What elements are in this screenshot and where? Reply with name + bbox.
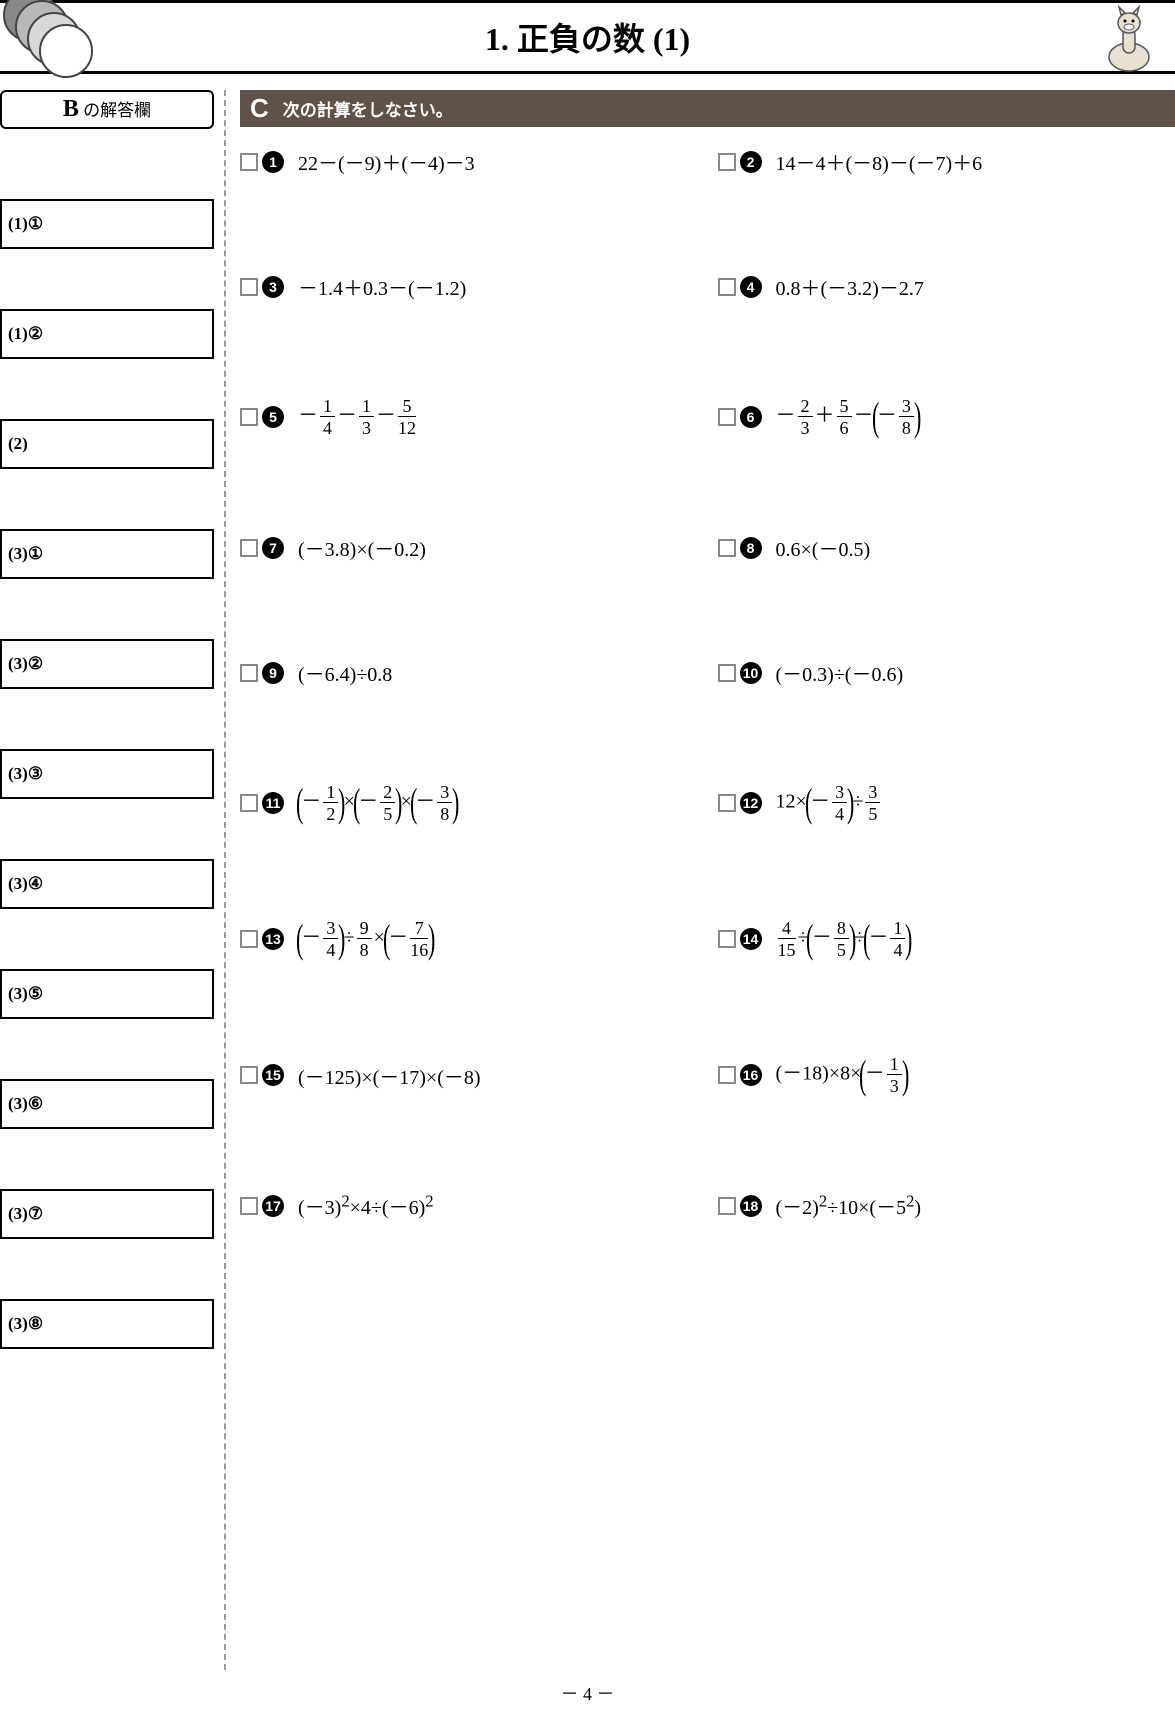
problem-checkbox[interactable] [240, 664, 258, 682]
problem-checkbox[interactable] [240, 539, 258, 557]
problem-number-badge: 13 [262, 928, 284, 950]
problem-checkbox[interactable] [240, 153, 258, 171]
problem-expression: (－6.4)÷0.8 [298, 658, 392, 687]
problem-number-badge: 15 [262, 1064, 284, 1086]
answer-box[interactable]: (3)④ [0, 859, 214, 909]
problem-checkbox[interactable] [240, 930, 258, 948]
problems-grid: 1 22－(－9)＋(－4)－3 2 14－4＋(－8)－(－7)＋6 3 －1.4＋0.… [240, 147, 1175, 1260]
problem-item: 11 (－12)×(－25)×(－38) [240, 783, 698, 823]
problem-checkbox[interactable] [240, 408, 258, 426]
problem-item: 17 (－3)2×4÷(－6)2 [240, 1191, 698, 1220]
problem-expression: 0.6×(－0.5) [776, 533, 871, 562]
page-title: 1. 正負の数 (1) [485, 14, 690, 60]
page-header: 1. 正負の数 (1) [0, 0, 1175, 74]
problem-number-badge: 7 [262, 537, 284, 559]
problem-checkbox[interactable] [240, 1197, 258, 1215]
problem-item: 2 14－4＋(－8)－(－7)＋6 [718, 147, 1175, 176]
problem-checkbox[interactable] [718, 153, 736, 171]
problem-item: 12 12×(－34)÷35 [718, 783, 1175, 823]
problem-item: 9 (－6.4)÷0.8 [240, 658, 698, 687]
problem-item: 10 (－0.3)÷(－0.6) [718, 658, 1175, 687]
answer-box[interactable]: (1)① [0, 199, 214, 249]
problem-checkbox[interactable] [240, 1066, 258, 1084]
content: B の解答欄 (1)① (1)② (2) (3)① (3)② (3)③ (3)④ (3)⑤ (3… [0, 74, 1175, 1670]
problem-number-badge: 5 [262, 406, 284, 428]
problem-checkbox[interactable] [240, 278, 258, 296]
problem-item: 1 22－(－9)＋(－4)－3 [240, 147, 698, 176]
alpaca-icon [1095, 5, 1163, 78]
problem-expression: 12×(－34)÷35 [776, 783, 883, 823]
problem-expression: (－125)×(－17)×(－8) [298, 1061, 481, 1090]
answer-box[interactable]: (3)⑦ [0, 1189, 214, 1239]
problem-number-badge: 16 [740, 1064, 762, 1086]
problem-item: 18 (－2)2÷10×(－52) [718, 1191, 1175, 1220]
problem-checkbox[interactable] [718, 539, 736, 557]
problem-item: 6 －23＋56－(－38) [718, 397, 1175, 437]
problem-checkbox[interactable] [240, 794, 258, 812]
problem-number-badge: 8 [740, 537, 762, 559]
problem-expression: 14－4＋(－8)－(－7)＋6 [776, 147, 983, 176]
problem-checkbox[interactable] [718, 408, 736, 426]
problem-number-badge: 14 [740, 928, 762, 950]
problem-expression: (－3.8)×(－0.2) [298, 533, 426, 562]
problem-number-badge: 18 [740, 1195, 762, 1217]
answer-box[interactable]: (2) [0, 419, 214, 469]
b-section-label: B の解答欄 [0, 90, 214, 129]
problem-checkbox[interactable] [718, 664, 736, 682]
problem-number-badge: 11 [262, 792, 284, 814]
problem-expression: －1.4＋0.3－(－1.2) [298, 272, 466, 301]
problem-item: 16 (－18)×8×(－13) [718, 1055, 1175, 1095]
answer-box[interactable]: (3)⑥ [0, 1079, 214, 1129]
answer-box[interactable]: (3)⑧ [0, 1299, 214, 1349]
problem-item: 7 (－3.8)×(－0.2) [240, 533, 698, 562]
page-number: － 4 － [0, 1670, 1175, 1726]
problem-checkbox[interactable] [718, 278, 736, 296]
problem-expression: 0.8＋(－3.2)－2.7 [776, 272, 924, 301]
problem-number-badge: 1 [262, 151, 284, 173]
problem-expression: (－18)×8×(－13) [776, 1055, 908, 1095]
problem-expression: (－0.3)÷(－0.6) [776, 658, 904, 687]
problem-expression: (－12)×(－25)×(－38) [298, 783, 458, 823]
b-letter: B [63, 96, 79, 122]
problem-item: 8 0.6×(－0.5) [718, 533, 1175, 562]
problem-item: 3 －1.4＋0.3－(－1.2) [240, 272, 698, 301]
problem-item: 15 (－125)×(－17)×(－8) [240, 1055, 698, 1095]
header-circles-icon [0, 0, 110, 90]
problem-expression: －23＋56－(－38) [776, 397, 920, 437]
problem-number-badge: 10 [740, 662, 762, 684]
problem-checkbox[interactable] [718, 1197, 736, 1215]
problem-checkbox[interactable] [718, 1066, 736, 1084]
problem-checkbox[interactable] [718, 930, 736, 948]
answer-box[interactable]: (3)⑤ [0, 969, 214, 1019]
answer-box[interactable]: (3)② [0, 639, 214, 689]
problem-number-badge: 17 [262, 1195, 284, 1217]
problem-expression: 22－(－9)＋(－4)－3 [298, 147, 475, 176]
problem-expression: (－2)2÷10×(－52) [776, 1191, 922, 1220]
answer-box[interactable]: (3)① [0, 529, 214, 579]
problem-expression: －14－13－512 [298, 397, 418, 437]
answer-box[interactable]: (3)③ [0, 749, 214, 799]
problem-item: 4 0.8＋(－3.2)－2.7 [718, 272, 1175, 301]
problem-number-badge: 4 [740, 276, 762, 298]
problem-number-badge: 6 [740, 406, 762, 428]
problem-item: 13 (－34)÷98×(－716) [240, 919, 698, 959]
problem-checkbox[interactable] [718, 794, 736, 812]
answer-box[interactable]: (1)② [0, 309, 214, 359]
problem-expression: (－3)2×4÷(－6)2 [298, 1191, 434, 1220]
problem-item: 5 －14－13－512 [240, 397, 698, 437]
b-label-text: の解答欄 [79, 101, 151, 120]
problem-expression: 415÷(－85)÷(－14) [776, 919, 911, 959]
c-instruction: 次の計算をしなさい。 [283, 96, 453, 121]
problem-item: 14 415÷(－85)÷(－14) [718, 919, 1175, 959]
problem-number-badge: 2 [740, 151, 762, 173]
c-section-header: C 次の計算をしなさい。 [240, 90, 1175, 127]
problem-number-badge: 12 [740, 792, 762, 814]
problem-number-badge: 3 [262, 276, 284, 298]
c-problems-column: C 次の計算をしなさい。 1 22－(－9)＋(－4)－3 2 14－4＋(－8)－(… [226, 90, 1175, 1670]
c-letter: C [250, 93, 269, 124]
problem-expression: (－34)÷98×(－716) [298, 919, 434, 959]
problem-number-badge: 9 [262, 662, 284, 684]
b-answer-column: B の解答欄 (1)① (1)② (2) (3)① (3)② (3)③ (3)④ (3)⑤ (3… [0, 90, 226, 1670]
